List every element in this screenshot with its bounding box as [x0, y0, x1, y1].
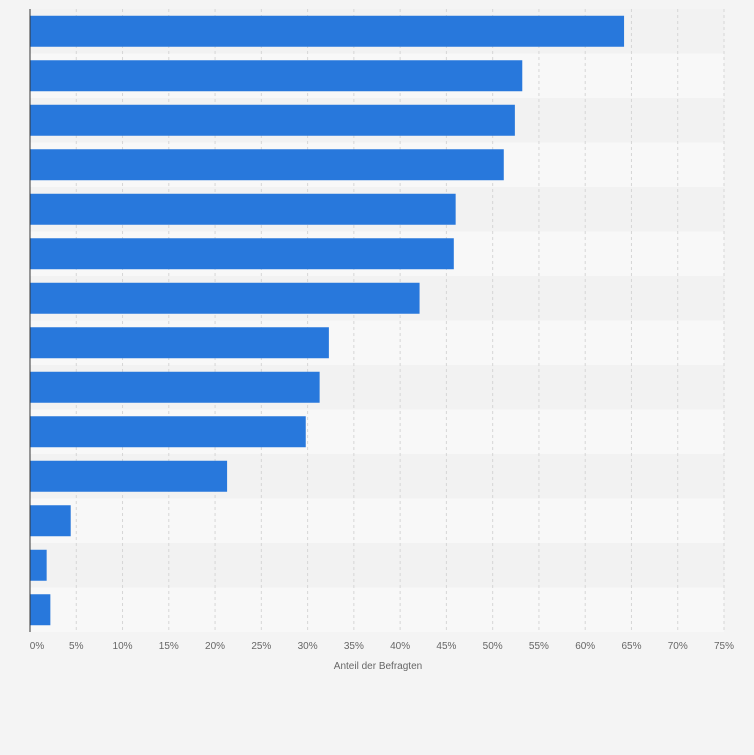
x-tick-labels: 0% 5% 10% 15% 20% 25% 30% 35% 40% 45% 50% 55% 60% 65%…: [30, 641, 734, 652]
x-tick-label: 65%: [621, 641, 641, 652]
bar[interactable]: [30, 193, 456, 225]
bar[interactable]: [30, 60, 523, 92]
bar[interactable]: [30, 505, 71, 537]
x-tick-label: 50%: [483, 641, 503, 652]
bar[interactable]: [30, 416, 306, 448]
x-tick-label: 25%: [251, 641, 271, 652]
bar[interactable]: [30, 327, 329, 359]
x-tick-label: 5%: [69, 641, 84, 652]
x-tick-label: 75%: [714, 641, 734, 652]
row-band: [30, 587, 724, 632]
x-tick-label: 15%: [159, 641, 179, 652]
bar[interactable]: [30, 594, 51, 626]
x-tick-label: 30%: [298, 641, 318, 652]
row-bands: [30, 9, 724, 632]
bar[interactable]: [30, 149, 504, 181]
bars: [30, 15, 625, 626]
row-band: [30, 543, 724, 588]
x-axis-label: Anteil der Befragten: [334, 661, 422, 672]
x-tick-label: 10%: [113, 641, 133, 652]
x-tick-label: 40%: [390, 641, 410, 652]
x-tick-label: 55%: [529, 641, 549, 652]
bar[interactable]: [30, 371, 320, 403]
bar[interactable]: [30, 238, 454, 270]
bar[interactable]: [30, 15, 625, 47]
x-tick-label: 70%: [668, 641, 688, 652]
bar[interactable]: [30, 460, 228, 492]
bar[interactable]: [30, 104, 515, 136]
x-tick-label: 0%: [30, 641, 45, 652]
x-tick-label: 60%: [575, 641, 595, 652]
bar[interactable]: [30, 282, 420, 314]
x-tick-label: 20%: [205, 641, 225, 652]
x-tick-label: 45%: [436, 641, 456, 652]
x-tick-label: 35%: [344, 641, 364, 652]
row-band: [30, 498, 724, 543]
bar[interactable]: [30, 549, 47, 581]
